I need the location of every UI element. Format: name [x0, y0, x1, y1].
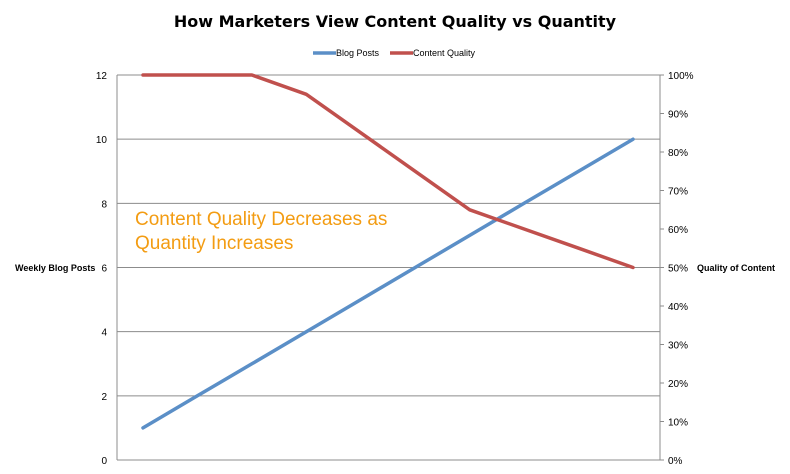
left-tick-label: 8	[101, 199, 107, 210]
right-tick-label: 100%	[668, 71, 694, 82]
right-tick-label: 30%	[668, 341, 688, 352]
left-tick-label: 2	[101, 392, 107, 403]
annotation-line-2: Quantity Increases	[135, 233, 293, 254]
right-axis-ticks: 0% 10% 20% 30% 40% 50% 60% 70% 80% 90% 100%	[660, 71, 694, 467]
right-tick-label: 0%	[668, 456, 683, 467]
left-tick-label: 4	[101, 328, 107, 339]
left-axis-label: Weekly Blog Posts	[15, 263, 95, 273]
legend-label: Blog Posts	[336, 48, 380, 58]
right-tick-label: 80%	[668, 148, 688, 159]
right-tick-label: 90%	[668, 110, 688, 121]
left-tick-label: 6	[101, 264, 107, 275]
right-tick-label: 50%	[668, 264, 688, 275]
left-tick-label: 0	[101, 456, 107, 467]
series-line-blog-posts	[141, 137, 635, 430]
left-tick-label: 10	[96, 135, 108, 146]
right-tick-label: 60%	[668, 225, 688, 236]
right-tick-label: 20%	[668, 379, 688, 390]
annotation-line-1: Content Quality Decreases as	[135, 209, 387, 230]
right-tick-label: 10%	[668, 418, 688, 429]
chart-title: How Marketers View Content Quality vs Qu…	[174, 12, 617, 31]
right-tick-label: 40%	[668, 302, 688, 313]
left-axis-ticks: 0 2 4 6 8 10 12	[96, 71, 108, 467]
right-tick-label: 70%	[668, 187, 688, 198]
legend-label: Content Quality	[413, 48, 476, 58]
gridlines	[116, 74, 661, 461]
right-axis-label: Quality of Content	[697, 263, 775, 273]
series-line-content-quality	[141, 73, 635, 270]
left-tick-label: 12	[96, 71, 108, 82]
series-lines	[141, 73, 635, 430]
legend: Blog Posts Content Quality	[313, 48, 476, 58]
